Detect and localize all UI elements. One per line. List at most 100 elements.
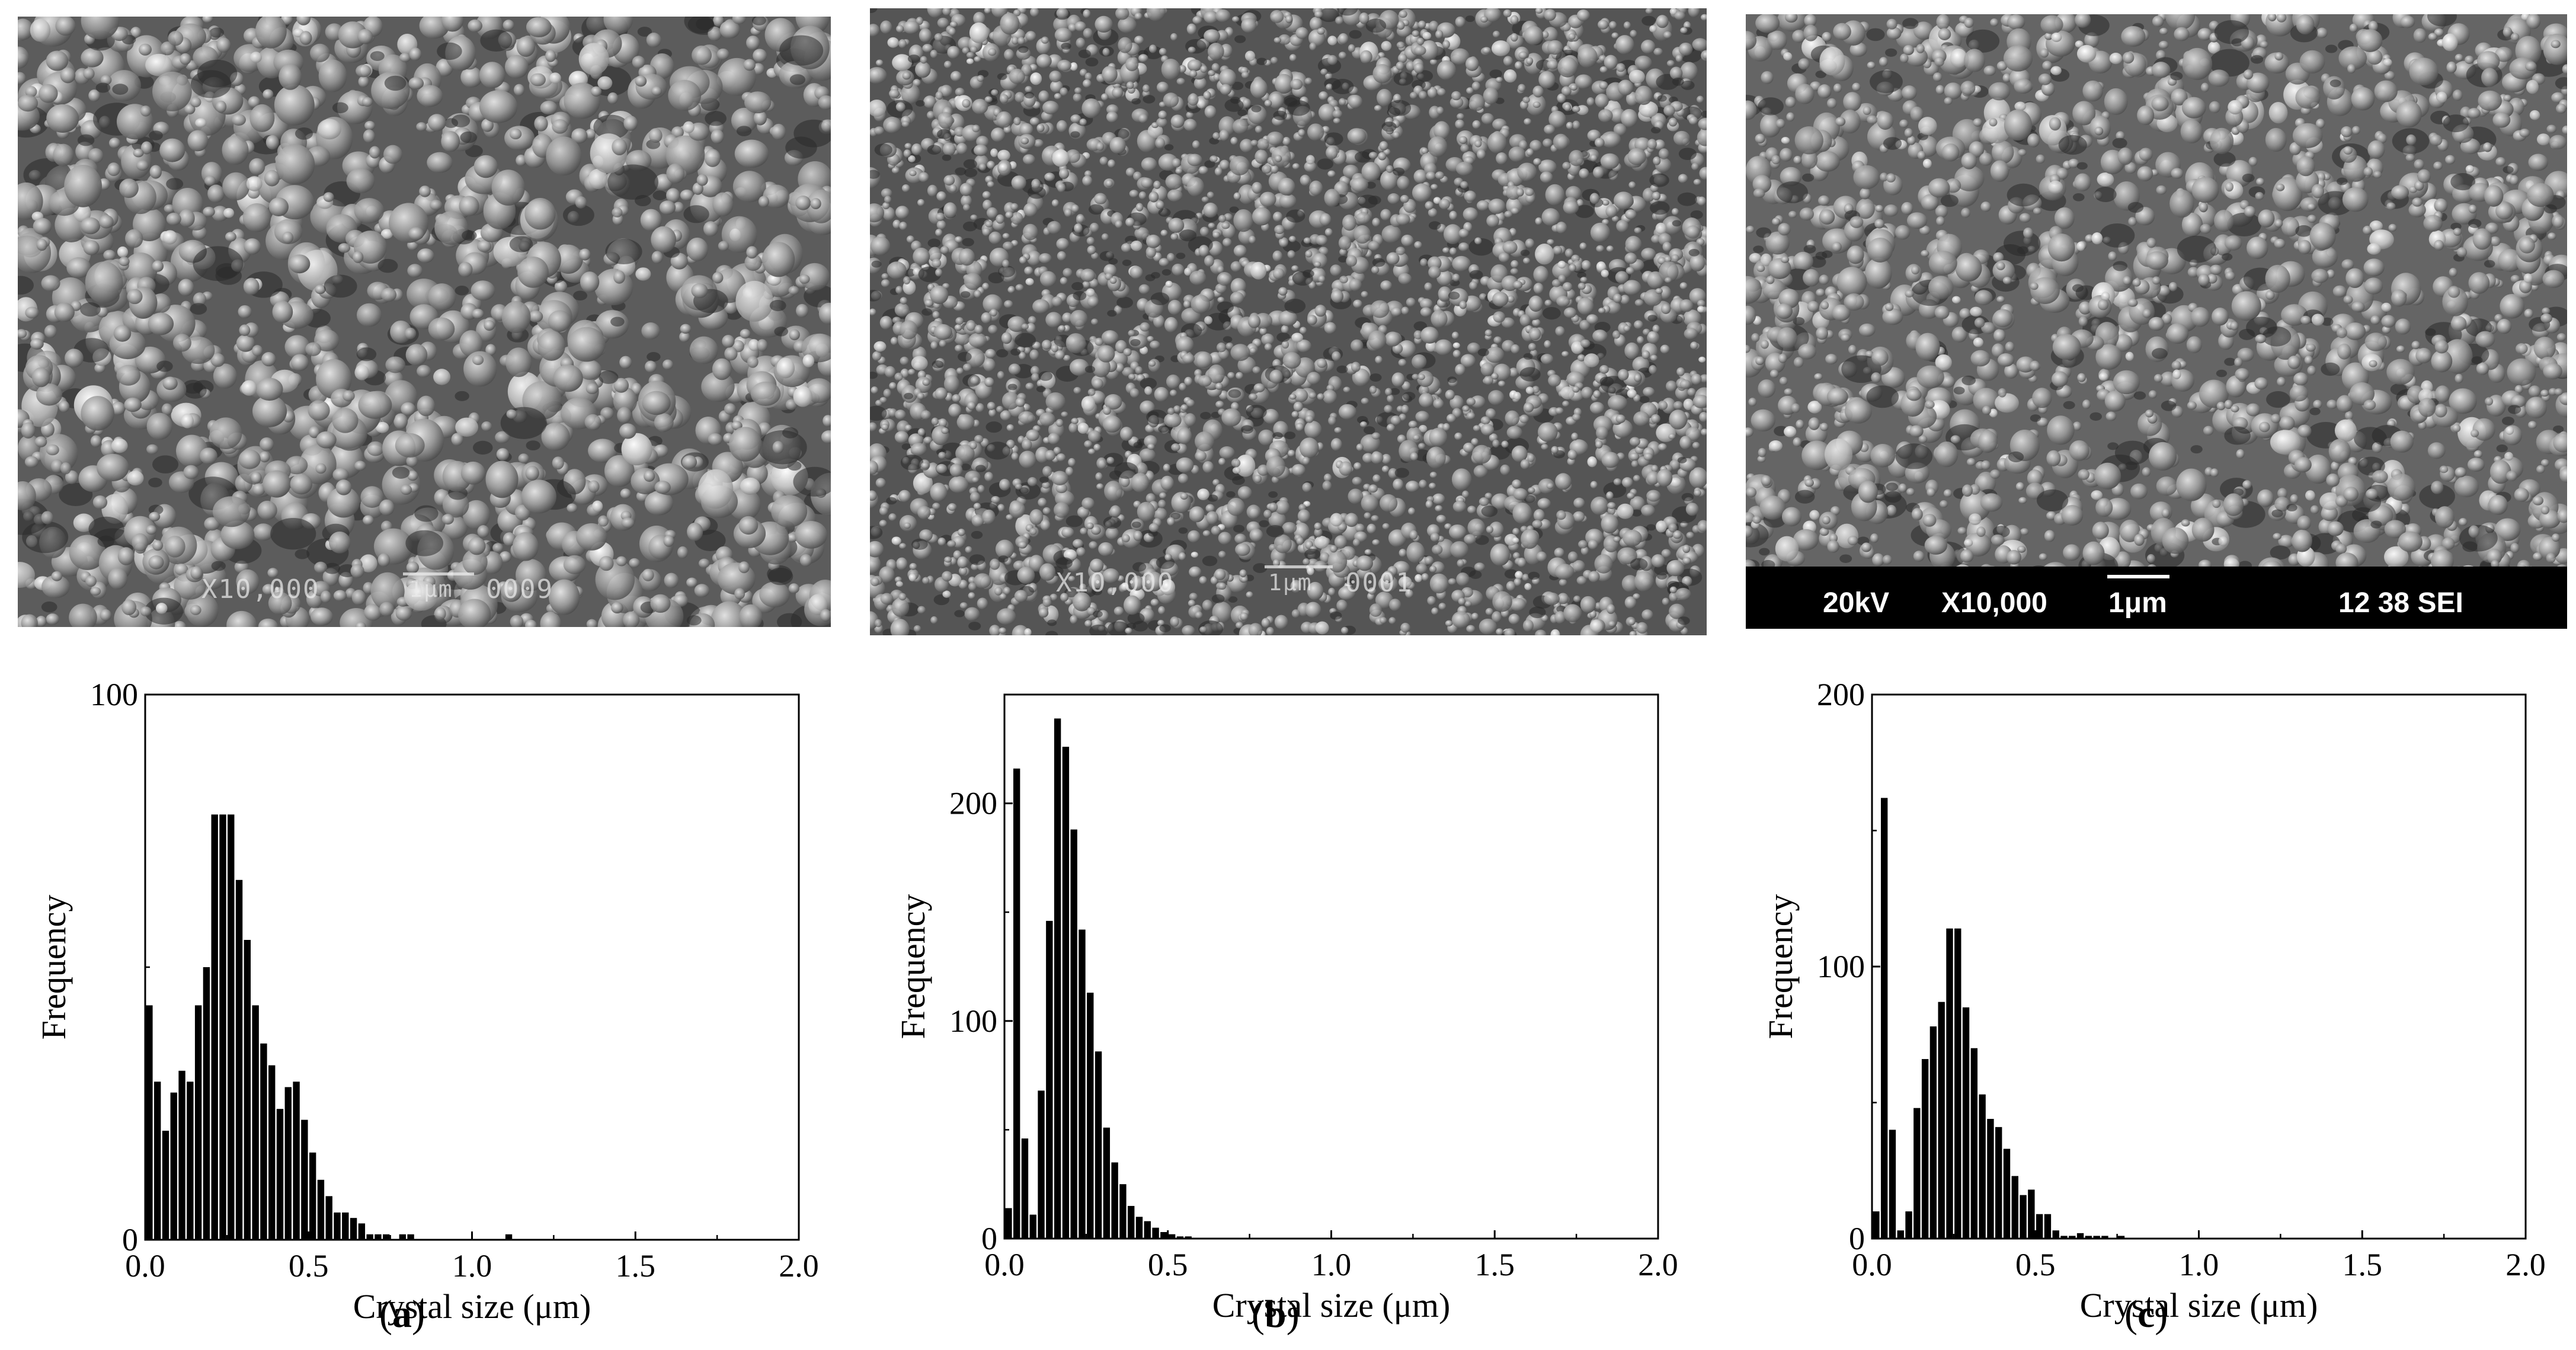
y-axis-label: Frequency: [1761, 894, 1800, 1039]
sem-c-code: 12 38 SEI: [2338, 587, 2463, 619]
histogram-bar: [1929, 1026, 1937, 1239]
y-tick-label: 100: [90, 677, 138, 712]
histogram-bar: [1962, 1007, 1970, 1239]
histogram-bar: [301, 1119, 308, 1240]
sem-c-scale-label: 1μm: [2108, 587, 2167, 619]
y-axis-label: Frequency: [894, 894, 932, 1039]
histogram-bar: [228, 814, 235, 1240]
bars: [1873, 798, 2125, 1239]
bars: [1005, 718, 1192, 1239]
x-tick-label: 0.0: [1852, 1247, 1892, 1282]
histogram-bar: [2011, 1176, 2018, 1239]
histogram-bar: [1070, 829, 1077, 1239]
sem-micrograph-b: [870, 8, 1707, 635]
histogram-bar: [342, 1213, 349, 1240]
histogram-bar: [334, 1213, 341, 1240]
histogram-bar: [1135, 1217, 1143, 1239]
histogram-bar: [293, 1082, 300, 1240]
histogram-bar: [219, 814, 226, 1240]
histogram-bar: [1970, 1048, 1978, 1239]
histogram-bar: [1062, 747, 1070, 1239]
histogram-bar: [1038, 1090, 1045, 1239]
histogram-bar: [1185, 1236, 1192, 1239]
histogram-bar: [235, 879, 243, 1240]
histogram-bar: [407, 1234, 414, 1240]
x-tick-label: 1.0: [452, 1248, 492, 1284]
y-tick-label: 0: [122, 1222, 138, 1258]
histogram-bar: [309, 1152, 316, 1240]
sem-micrograph-c: [1746, 14, 2567, 629]
histogram-bar: [1111, 1162, 1118, 1239]
histogram-bar: [2069, 1236, 2076, 1239]
histogram-bar: [162, 1131, 169, 1240]
plot-frame: [1003, 693, 1659, 1240]
y-tick-label: 0: [1849, 1221, 1865, 1256]
histogram-bar: [1046, 920, 1053, 1239]
sem-c-voltage: 20kV: [1823, 587, 1890, 619]
y-tick-label: 200: [949, 786, 997, 821]
y-axis-label: Frequency: [34, 895, 73, 1040]
histogram-bar: [1938, 1002, 1945, 1239]
x-tick-label: 2.0: [2505, 1247, 2546, 1282]
histogram-bar: [1095, 1051, 1102, 1239]
histogram-bar: [2020, 1195, 2027, 1239]
sem-c-scale-bar: [2107, 575, 2169, 578]
sem-grains: [870, 8, 1707, 635]
x-tick-label: 1.0: [2179, 1247, 2219, 1282]
histogram-bar: [1913, 1108, 1921, 1239]
histogram-bar: [358, 1223, 366, 1240]
histogram-bar: [1128, 1205, 1135, 1239]
histogram-bar: [1054, 718, 1061, 1239]
histogram-bar: [2101, 1236, 2108, 1239]
x-tick-label: 2.0: [1638, 1247, 1678, 1282]
histogram-bar: [1021, 1138, 1029, 1239]
histogram-bar: [1995, 1127, 2002, 1239]
sem-c-magnification: X10,000: [1941, 587, 2047, 619]
x-tick-label: 1.5: [616, 1248, 656, 1284]
histogram-bar: [2028, 1189, 2035, 1239]
histogram-bar: [1168, 1234, 1176, 1239]
histogram-bar: [268, 1065, 276, 1240]
panel-label-a: (a): [379, 1293, 425, 1336]
x-tick-label: 1.0: [1311, 1247, 1352, 1282]
histogram-bar: [178, 1070, 185, 1240]
sem-b-scale-bar: [1265, 565, 1333, 568]
histogram-bar: [1013, 768, 1020, 1239]
histogram-bar: [1087, 993, 1094, 1239]
histogram-bar: [325, 1196, 332, 1240]
histogram-bar: [284, 1087, 292, 1240]
sem-a-code: 0009: [486, 574, 553, 604]
sem-micrograph-a: [18, 17, 831, 627]
histogram-bar: [2076, 1233, 2084, 1239]
histogram-bar: [146, 1005, 153, 1240]
histogram-bar: [366, 1234, 373, 1240]
sem-grains: [18, 17, 831, 627]
x-axis-label: Crystal size (μm): [353, 1287, 591, 1326]
histogram-bar: [1152, 1227, 1159, 1239]
histogram-bar: [1921, 1059, 1929, 1239]
histogram-bar: [505, 1234, 513, 1240]
histogram-bar: [1873, 1211, 1880, 1239]
histogram-bar: [1103, 1127, 1111, 1239]
histogram-bar: [2044, 1214, 2052, 1239]
x-tick-label: 0.5: [1148, 1247, 1188, 1282]
histogram-bar: [187, 1082, 194, 1240]
histogram-bar: [1905, 1211, 1912, 1239]
histogram-a: 0.0 0.5 1.0 1.5 2.0 0 100 Crystal size (μm) Freq…: [34, 677, 819, 1326]
sem-image-b: X10,000 1μm 0001: [870, 8, 1707, 635]
sem-a-magnification: X10,000: [201, 574, 320, 604]
x-tick-label: 0.5: [289, 1248, 329, 1284]
histogram-bar: [1176, 1236, 1184, 1239]
sem-image-c: 20kV X10,000 1μm 12 38 SEI: [1746, 14, 2567, 629]
histogram-bar: [1029, 1214, 1036, 1239]
x-tick-label: 0.0: [125, 1248, 165, 1284]
histogram-bar: [276, 1109, 284, 1240]
histogram-bar: [2060, 1236, 2068, 1239]
x-tick-label: 1.5: [2343, 1247, 2383, 1282]
histogram-bar: [1987, 1119, 1994, 1239]
plot-frame: [1871, 693, 2527, 1240]
plot-frame: [144, 693, 800, 1241]
sem-a-scale-label: 1μm: [409, 576, 453, 602]
histogram-bar: [2052, 1230, 2059, 1239]
y-tick-label: 0: [981, 1221, 997, 1256]
